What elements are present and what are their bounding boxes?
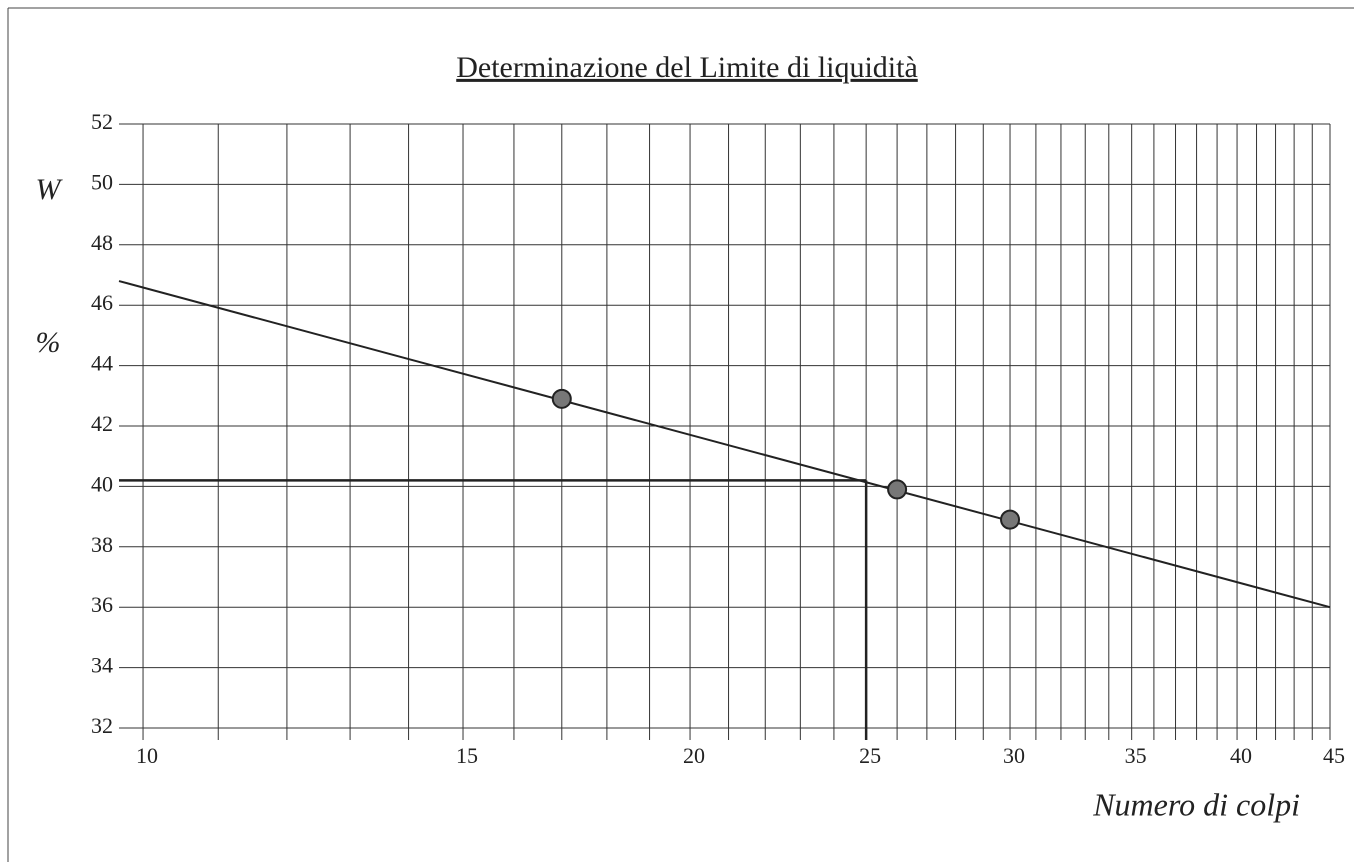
y-tick-label: 38	[91, 532, 113, 557]
x-axis-label: Numero di colpi	[1092, 786, 1300, 822]
x-tick-label: 15	[456, 743, 478, 768]
y-tick-label: 36	[91, 592, 113, 617]
data-point	[551, 388, 572, 409]
y-tick-label: 44	[91, 351, 113, 376]
y-tick-label: 52	[91, 109, 113, 134]
chart-title: Determinazione del Limite di liquidità	[456, 51, 918, 84]
fit-line	[118, 280, 1331, 609]
y-tick-label: 40	[91, 471, 113, 496]
x-tick-label: 25	[859, 743, 881, 768]
data-point	[1000, 509, 1021, 530]
y-tick-label: 32	[91, 713, 113, 738]
y-tick-label: 50	[91, 169, 113, 194]
y-tick-label: 42	[91, 411, 113, 436]
x-tick-label: 40	[1230, 743, 1252, 768]
x-tick-label: 10	[136, 743, 158, 768]
x-tick-label: 30	[1003, 743, 1025, 768]
y-tick-label: 46	[91, 290, 113, 315]
x-tick-label: 35	[1125, 743, 1147, 768]
y-axis-unit: %	[36, 326, 61, 359]
y-tick-label: 48	[91, 230, 113, 255]
x-tick-label: 45	[1323, 743, 1345, 768]
x-tick-label: 20	[683, 743, 705, 768]
y-tick-label: 34	[91, 653, 113, 678]
y-axis-label: W	[36, 173, 64, 206]
data-point	[887, 479, 908, 500]
